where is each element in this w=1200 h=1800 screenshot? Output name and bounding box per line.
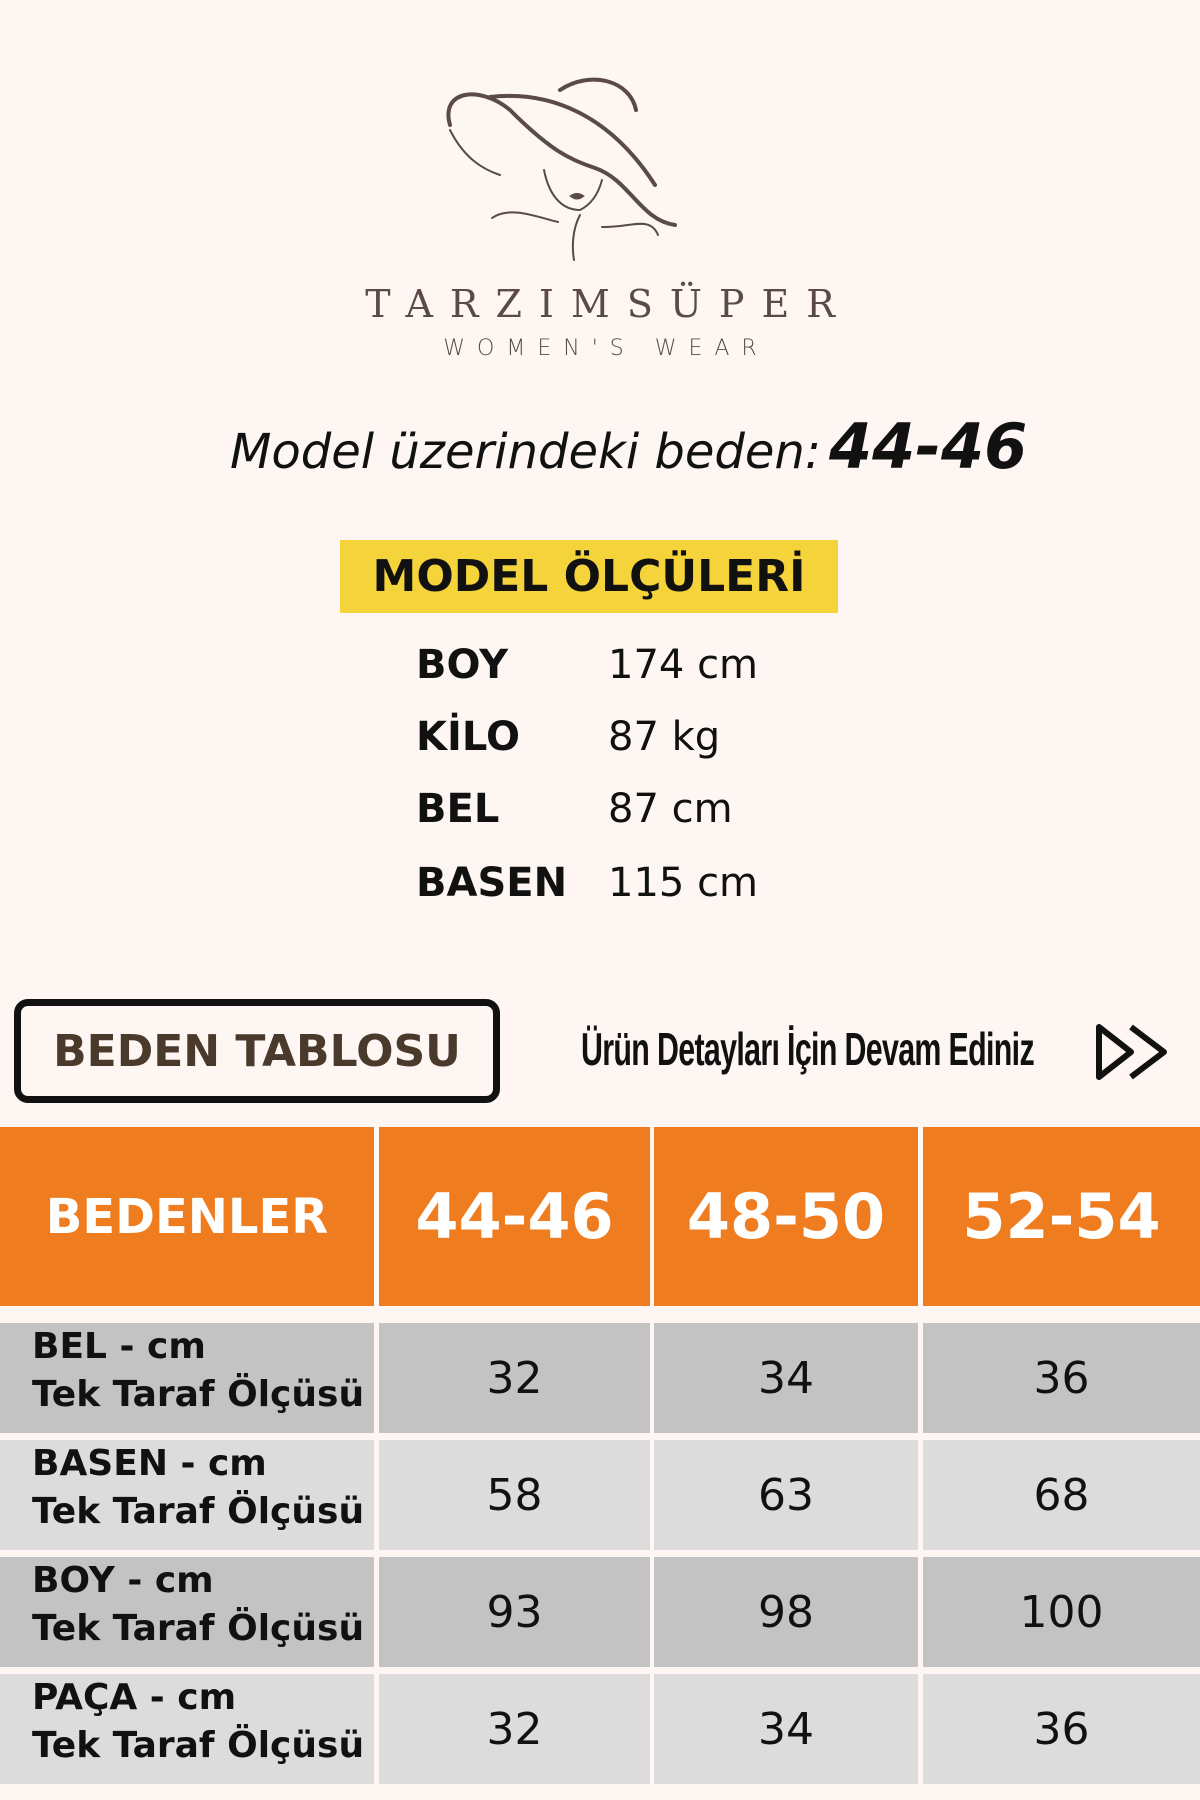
measurement-key: KİLO <box>416 714 520 760</box>
model-measurements-title: MODEL ÖLÇÜLERİ <box>340 540 838 613</box>
table-cell: 36 <box>923 1674 1200 1784</box>
table-header-sizes: BEDENLER <box>0 1127 374 1306</box>
table-cell: 58 <box>379 1440 650 1550</box>
table-cell: 32 <box>379 1323 650 1433</box>
table-row-label: BASEN - cm Tek Taraf Ölçüsü <box>0 1440 374 1550</box>
measurement-row: BASEN 115 cm <box>416 860 758 906</box>
brand-name: TARZIMSÜPER <box>365 282 852 326</box>
table-cell: 32 <box>379 1674 650 1784</box>
measurement-value: 115 cm <box>608 860 759 906</box>
measurement-key: BOY <box>416 642 509 688</box>
measurement-row: KİLO 87 kg <box>416 714 720 760</box>
row-sub: Tek Taraf Ölçüsü <box>32 1608 365 1649</box>
row-name: BEL - cm <box>32 1326 206 1367</box>
table-row-label: PAÇA - cm Tek Taraf Ölçüsü <box>0 1674 374 1784</box>
measurement-value: 87 cm <box>608 786 733 832</box>
measurement-value: 87 kg <box>608 714 721 760</box>
table-cell: 34 <box>654 1674 918 1784</box>
measurement-key: BASEN <box>416 860 568 906</box>
table-cell: 36 <box>923 1323 1200 1433</box>
table-cell: 68 <box>923 1440 1200 1550</box>
measurement-row: BEL 87 cm <box>416 786 733 832</box>
measurement-row: BOY 174 cm <box>416 642 758 688</box>
model-size-value: 44-46 <box>829 410 1028 483</box>
brand-tagline: WOMEN'S WEAR <box>443 336 769 361</box>
table-cell: 100 <box>923 1557 1200 1667</box>
measurement-key: BEL <box>416 786 500 832</box>
row-sub: Tek Taraf Ölçüsü <box>32 1374 365 1415</box>
table-row-label: BEL - cm Tek Taraf Ölçüsü <box>0 1323 374 1433</box>
row-name: BASEN - cm <box>32 1443 267 1484</box>
table-cell: 93 <box>379 1557 650 1667</box>
hat-woman-logo-icon <box>446 77 677 261</box>
table-header-size: 44-46 <box>379 1127 650 1306</box>
table-header-size: 52-54 <box>923 1127 1200 1306</box>
model-size-label: Model üzerindeki beden: <box>230 424 821 480</box>
table-cell: 98 <box>654 1557 918 1667</box>
row-name: PAÇA - cm <box>32 1677 237 1718</box>
fast-forward-icon[interactable] <box>1094 1022 1170 1082</box>
model-size-line: Model üzerindeki beden: 44-46 <box>230 410 1027 483</box>
measurement-value: 174 cm <box>608 642 759 688</box>
row-sub: Tek Taraf Ölçüsü <box>32 1491 365 1532</box>
continue-text: Ürün Detayları İçin Devam Ediniz <box>581 1023 1035 1075</box>
row-name: BOY - cm <box>32 1560 214 1601</box>
table-cell: 63 <box>654 1440 918 1550</box>
table-row-label: BOY - cm Tek Taraf Ölçüsü <box>0 1557 374 1667</box>
table-header-size: 48-50 <box>654 1127 918 1306</box>
table-cell: 34 <box>654 1323 918 1433</box>
size-table-button[interactable]: BEDEN TABLOSU <box>14 999 500 1103</box>
row-sub: Tek Taraf Ölçüsü <box>32 1725 365 1766</box>
